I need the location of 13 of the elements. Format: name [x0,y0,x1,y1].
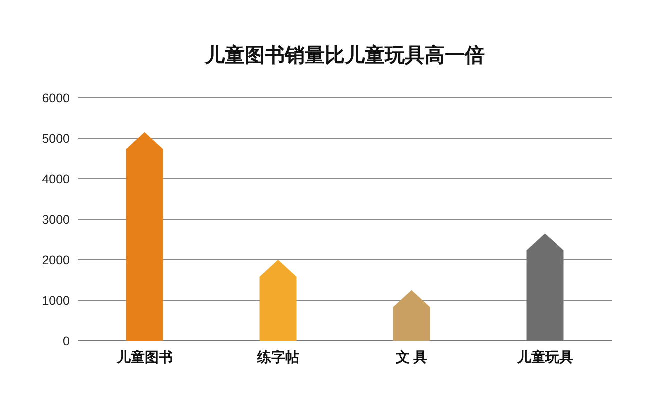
y-tick-label: 4000 [42,172,70,186]
y-tick-label: 3000 [42,213,70,227]
y-tick-label: 2000 [42,254,70,268]
x-tick-label: 儿童图书 [116,349,173,365]
y-tick-label: 6000 [42,92,70,106]
y-tick-label: 0 [63,334,70,348]
y-tick-label: 5000 [42,132,70,146]
chart-title: 儿童图书销量比儿童玩具高一倍 [204,44,485,67]
x-tick-label: 练字帖 [256,349,300,365]
bar [126,132,164,341]
y-tick-label: 1000 [42,294,70,308]
x-tick-label: 儿童玩具 [516,349,574,365]
x-tick-label: 文 具 [394,349,428,365]
